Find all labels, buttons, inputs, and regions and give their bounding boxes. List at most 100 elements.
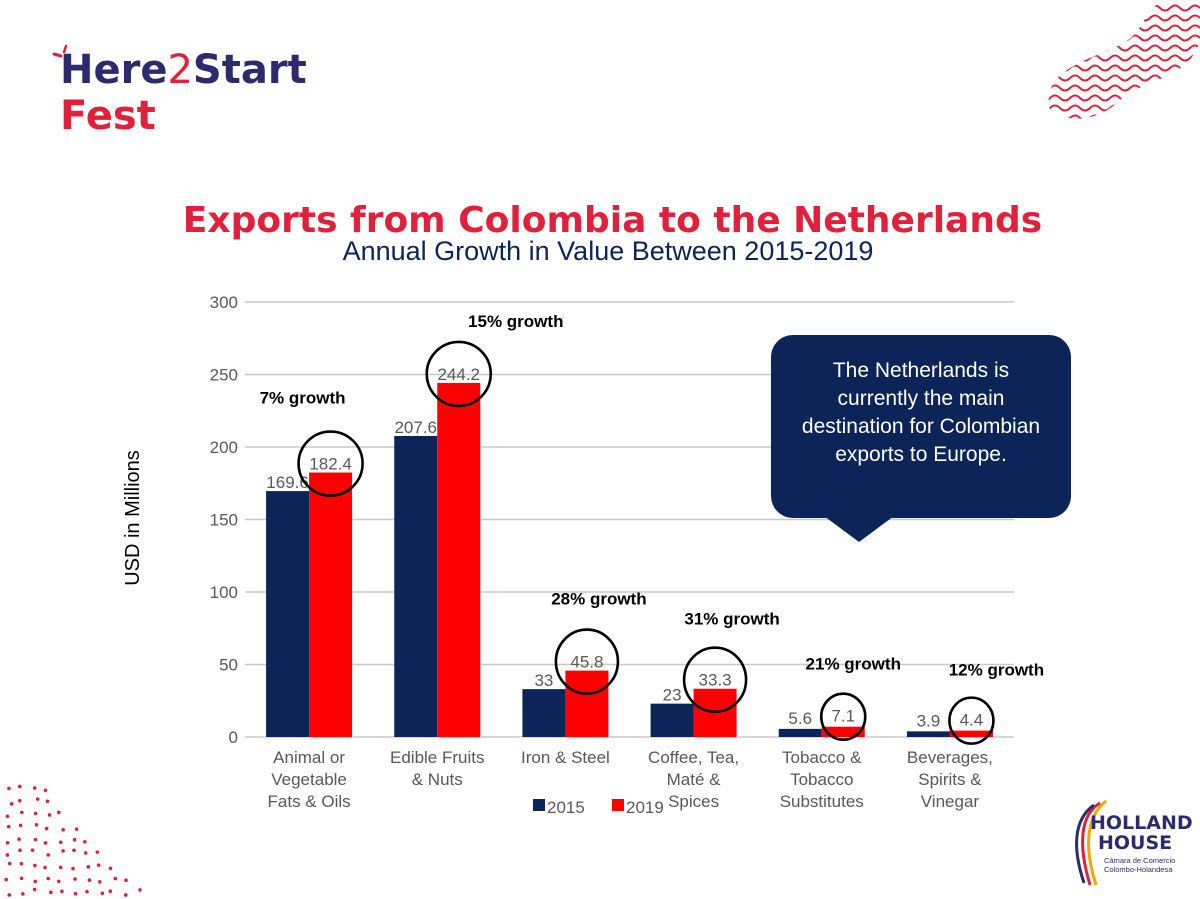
wave-pattern-decoration xyxy=(1048,4,1200,119)
decor-dot xyxy=(7,786,11,791)
bar-2015 xyxy=(778,728,822,737)
decor-dot xyxy=(58,840,63,845)
bar-2015 xyxy=(906,731,950,737)
category-label: Coffee, Tea, xyxy=(648,748,739,767)
category-label: Edible Fruits xyxy=(390,748,484,767)
decor-dot xyxy=(18,848,22,853)
decor-dot xyxy=(100,891,105,896)
category-label: Fats & Oils xyxy=(268,792,351,811)
slide-title: Exports from Colombia to the Netherlands xyxy=(182,200,1043,241)
decor-dot xyxy=(124,893,128,897)
decor-dot xyxy=(30,848,35,852)
house-word: HOUSE xyxy=(1098,832,1173,854)
decor-dot xyxy=(108,866,113,871)
growth-annotation: 28% growth xyxy=(551,590,646,609)
y-tick-label: 0 xyxy=(229,728,238,747)
decor-dot xyxy=(49,890,53,895)
decor-dot xyxy=(9,802,14,806)
chart-title: Annual Growth in Value Between 2015-2019 xyxy=(343,236,874,266)
decor-dot xyxy=(108,889,113,894)
category-label: Spirits & xyxy=(918,770,982,789)
decor-dot xyxy=(82,839,87,844)
category-label: Tobacco & xyxy=(782,748,862,767)
decor-dot xyxy=(6,824,11,829)
decor-dot xyxy=(58,865,63,870)
legend-label-2019: 2019 xyxy=(626,798,664,817)
bar-2015 xyxy=(266,491,310,737)
decor-dot xyxy=(73,877,77,881)
decor-dot xyxy=(71,866,75,871)
logo-two: 2 xyxy=(167,47,193,93)
data-label-2019: 182.4 xyxy=(309,455,352,474)
decor-dot xyxy=(33,879,38,884)
category-label: Spices xyxy=(668,792,719,811)
highlight-circle xyxy=(425,340,493,408)
decor-dot xyxy=(43,788,48,793)
decor-dot xyxy=(33,811,38,816)
bar-2019 xyxy=(565,670,609,737)
highlight-circle xyxy=(297,430,364,497)
legend-swatch-2015 xyxy=(533,799,545,811)
here2start-fest-logo: Here2Start Fest xyxy=(38,38,318,148)
legend-label-2015: 2015 xyxy=(547,798,585,817)
bar-2015 xyxy=(650,703,694,737)
category-label: Substitutes xyxy=(780,792,864,811)
decor-dot xyxy=(56,879,61,884)
highlight-circle xyxy=(948,696,995,745)
data-label-2015: 5.6 xyxy=(788,709,812,728)
decor-dot xyxy=(43,841,48,845)
category-label: Iron & Steel xyxy=(521,748,610,767)
data-label-2019: 45.8 xyxy=(570,653,603,672)
decor-dot xyxy=(45,799,50,804)
data-label-2015: 23 xyxy=(663,686,682,705)
decor-dot xyxy=(33,837,38,842)
callout-pointer xyxy=(824,516,894,542)
decor-dot xyxy=(19,876,24,881)
decor-dot xyxy=(17,784,22,789)
bar-2019 xyxy=(309,472,353,737)
decor-dot xyxy=(21,892,25,896)
decor-dot xyxy=(33,863,37,868)
decor-dot xyxy=(32,887,37,892)
decor-dot xyxy=(124,878,128,883)
data-label-2015: 169.6 xyxy=(266,473,309,492)
decor-dot xyxy=(86,865,91,869)
holland-house-emblem-icon xyxy=(1075,799,1107,886)
data-label-2019: 7.1 xyxy=(831,707,855,726)
y-tick-label: 150 xyxy=(210,511,238,530)
decor-dot xyxy=(61,828,65,832)
growth-annotation: 31% growth xyxy=(684,610,779,629)
holland-house-logo: HOLLAND HOUSE Cámara de Comercio Colombo… xyxy=(1075,799,1193,889)
decor-dot xyxy=(85,889,89,894)
decor-dot xyxy=(87,878,92,882)
decor-dot xyxy=(5,840,10,845)
dot-pattern-decoration xyxy=(4,784,142,897)
logo-line-2: Fest xyxy=(60,93,156,139)
logo-spark-icon xyxy=(52,44,68,58)
data-label-2019: 244.2 xyxy=(437,365,480,384)
logo-start: Start xyxy=(192,47,307,93)
decor-dot xyxy=(57,810,61,815)
decor-dot xyxy=(47,813,52,817)
decor-dot xyxy=(20,810,24,815)
y-tick-label: 100 xyxy=(210,583,238,602)
decor-dot xyxy=(17,798,22,803)
holland-word: HOLLAND xyxy=(1090,812,1193,834)
highlight-circle xyxy=(819,692,867,742)
growth-annotation: 21% growth xyxy=(806,655,901,674)
growth-annotation: 15% growth xyxy=(468,312,563,331)
decor-dot xyxy=(5,814,10,819)
y-axis-label: USD in Millions xyxy=(122,450,144,586)
decor-dot xyxy=(60,889,64,894)
data-label-2015: 207.6 xyxy=(394,418,437,437)
decor-dot xyxy=(43,865,47,870)
legend-swatch-2019 xyxy=(612,799,624,811)
data-label-2019: 33.3 xyxy=(699,671,732,690)
growth-annotation: 7% growth xyxy=(260,389,346,408)
bar-2019 xyxy=(437,382,481,737)
decor-dot xyxy=(95,850,100,854)
decor-dot xyxy=(4,877,8,882)
highlight-circle xyxy=(682,646,748,714)
category-label: Beverages, xyxy=(907,748,993,767)
